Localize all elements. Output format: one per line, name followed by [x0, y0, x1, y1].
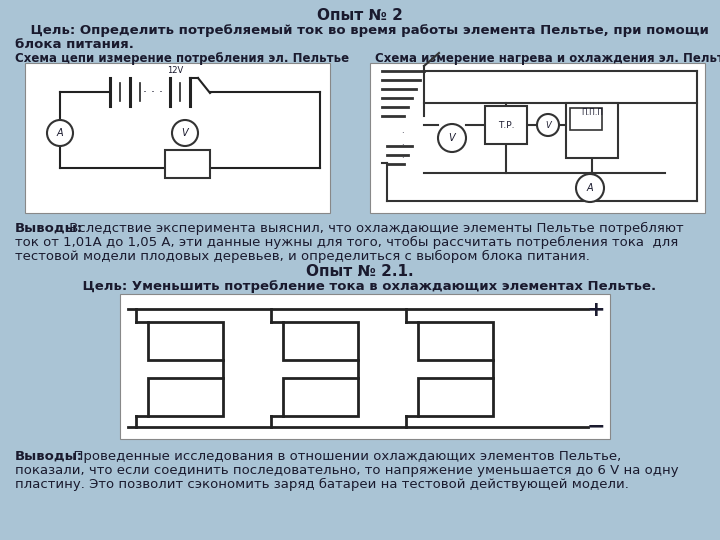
Circle shape	[47, 120, 73, 146]
Text: Вследствие эксперимента выяснил, что охлаждающие элементы Пельтье потребляют: Вследствие эксперимента выяснил, что охл…	[65, 222, 683, 235]
Circle shape	[537, 114, 559, 136]
Text: · · ·: · · ·	[143, 85, 163, 98]
Bar	[148, 378, 223, 416]
Bar	[485, 106, 527, 144]
Text: Опыт № 2.1.: Опыт № 2.1.	[306, 264, 414, 279]
Text: Схема цепи измерение потребления эл. Пельтье: Схема цепи измерение потребления эл. Пел…	[15, 52, 349, 65]
Text: тестовой модели плодовых деревьев, и определиться с выбором блока питания.: тестовой модели плодовых деревьев, и опр…	[15, 250, 590, 263]
Circle shape	[576, 174, 604, 202]
Text: Выводы:: Выводы:	[15, 222, 83, 235]
Text: Цель: Уменьшить потребление тока в охлаждающих элементах Пельтье.: Цель: Уменьшить потребление тока в охлаж…	[64, 280, 656, 293]
Bar	[148, 322, 223, 360]
Bar	[418, 378, 493, 416]
Text: Схема измерение нагрева и охлаждения эл. Пельтье: Схема измерение нагрева и охлаждения эл.…	[375, 52, 720, 65]
Text: показали, что если соединить последовательно, то напряжение уменьшается до 6 V н: показали, что если соединить последовате…	[15, 464, 679, 477]
Text: Цель: Определить потребляемый ток во время работы элемента Пельтье, при помощи: Цель: Определить потребляемый ток во вре…	[12, 24, 708, 37]
Text: V: V	[449, 133, 455, 143]
Text: Т.Р.: Т.Р.	[498, 120, 514, 130]
Text: Выводы:: Выводы:	[15, 450, 83, 463]
Text: ·
·
·: · · ·	[401, 129, 403, 163]
Bar	[283, 322, 358, 360]
Text: 12V: 12V	[167, 66, 183, 75]
Text: V: V	[181, 128, 189, 138]
Text: А: А	[57, 128, 63, 138]
Text: +: +	[586, 300, 605, 320]
Bar	[165, 150, 210, 178]
Text: V: V	[545, 120, 551, 130]
Text: блока питания.: блока питания.	[15, 38, 134, 51]
Bar	[283, 378, 358, 416]
Text: Опыт № 2: Опыт № 2	[317, 8, 403, 23]
Bar	[120, 294, 610, 439]
Text: А: А	[587, 183, 593, 193]
Text: пластину. Это позволит сэкономить заряд батареи на тестовой действующей модели.: пластину. Это позволит сэкономить заряд …	[15, 478, 629, 491]
Text: ток от 1,01А до 1,05 А, эти данные нужны для того, чтобы рассчитать потребления : ток от 1,01А до 1,05 А, эти данные нужны…	[15, 236, 678, 249]
Text: П.П.П: П.П.П	[581, 108, 603, 117]
Text: −: −	[586, 416, 605, 436]
Text: Проведенные исследования в отношении охлаждающих элементов Пельтье,: Проведенные исследования в отношении охл…	[65, 450, 621, 463]
Bar	[370, 63, 705, 213]
Circle shape	[438, 124, 466, 152]
Circle shape	[172, 120, 198, 146]
Bar	[25, 63, 330, 213]
Bar	[570, 108, 602, 130]
Bar	[566, 103, 618, 158]
Bar	[418, 322, 493, 360]
